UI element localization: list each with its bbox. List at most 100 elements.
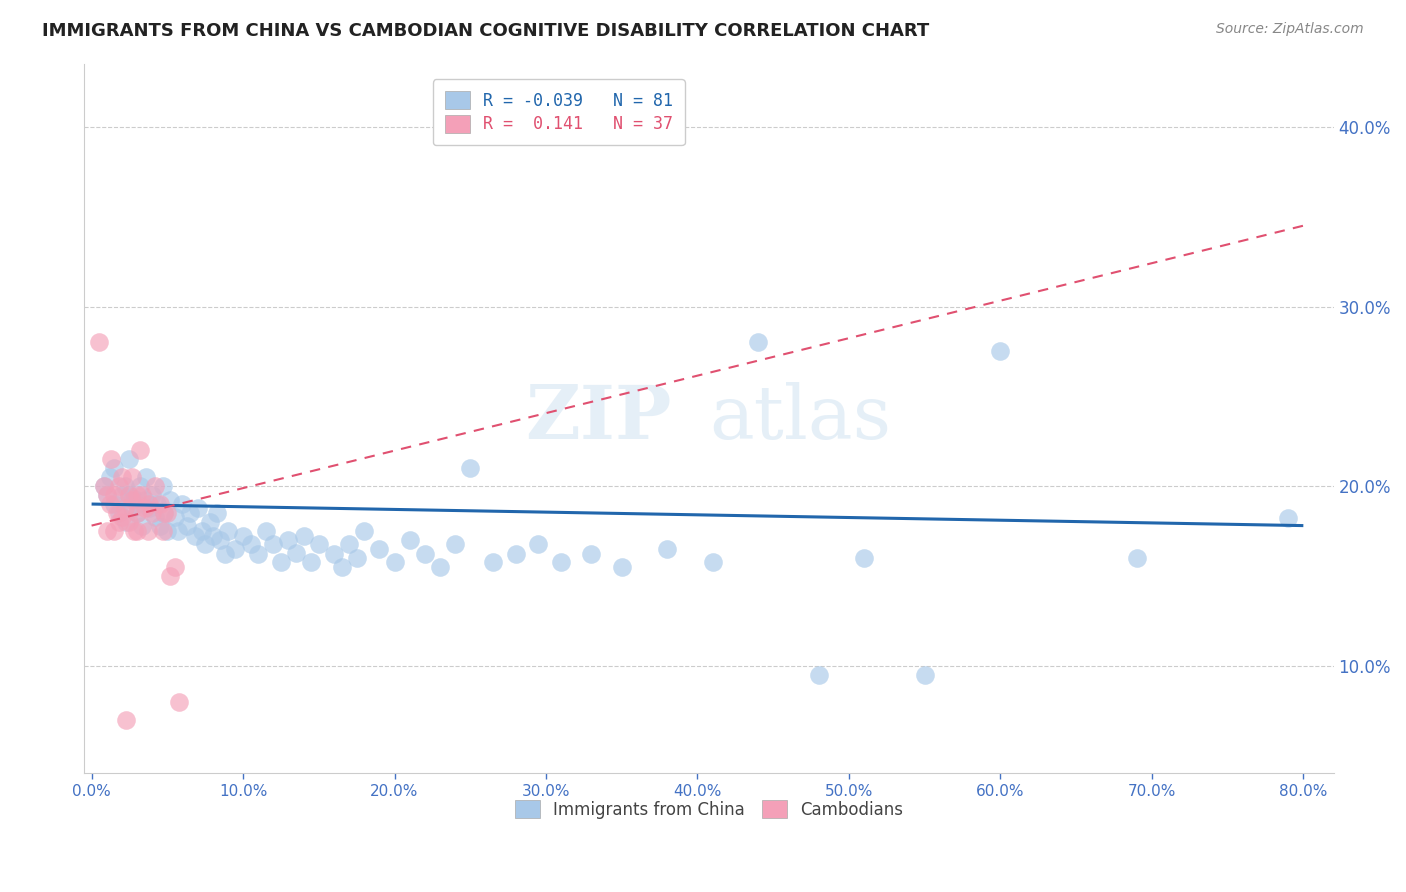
Point — [232, 529, 254, 543]
Point — [105, 506, 128, 520]
Point — [118, 452, 141, 467]
Point — [135, 470, 157, 484]
Point — [330, 560, 353, 574]
Point — [429, 560, 451, 574]
Text: Source: ZipAtlas.com: Source: ZipAtlas.com — [1216, 22, 1364, 37]
Point — [172, 497, 194, 511]
Point — [247, 547, 270, 561]
Point — [807, 667, 830, 681]
Point — [114, 479, 136, 493]
Point — [141, 488, 163, 502]
Point — [353, 524, 375, 538]
Point — [93, 479, 115, 493]
Point — [121, 500, 143, 515]
Point — [444, 536, 467, 550]
Point — [108, 515, 131, 529]
Point — [159, 493, 181, 508]
Point — [262, 536, 284, 550]
Point — [207, 506, 229, 520]
Point — [458, 461, 481, 475]
Point — [398, 533, 420, 547]
Point — [914, 667, 936, 681]
Point — [191, 524, 214, 538]
Point — [96, 524, 118, 538]
Point — [103, 524, 125, 538]
Point — [308, 536, 330, 550]
Point — [118, 488, 141, 502]
Point — [747, 335, 769, 350]
Point — [156, 524, 179, 538]
Point — [111, 488, 134, 502]
Point — [89, 335, 111, 350]
Point — [153, 506, 176, 520]
Point — [169, 695, 191, 709]
Point — [145, 497, 167, 511]
Point — [270, 555, 292, 569]
Point — [183, 529, 205, 543]
Point — [93, 479, 115, 493]
Point — [194, 536, 217, 550]
Point — [176, 518, 198, 533]
Point — [159, 569, 181, 583]
Point — [167, 524, 190, 538]
Point — [108, 506, 131, 520]
Point — [990, 344, 1012, 359]
Point — [149, 518, 172, 533]
Point — [323, 547, 346, 561]
Point — [143, 479, 166, 493]
Point — [129, 443, 152, 458]
Point — [134, 500, 156, 515]
Point — [125, 506, 148, 520]
Point — [657, 541, 679, 556]
Point — [505, 547, 527, 561]
Point — [96, 488, 118, 502]
Point — [100, 452, 122, 467]
Point — [163, 560, 186, 574]
Point — [141, 506, 163, 520]
Point — [702, 555, 724, 569]
Point — [111, 470, 134, 484]
Point — [138, 497, 160, 511]
Point — [285, 545, 308, 559]
Point — [114, 500, 136, 515]
Point — [239, 536, 262, 550]
Point — [115, 515, 138, 529]
Point — [254, 524, 277, 538]
Point — [152, 479, 174, 493]
Point — [108, 479, 131, 493]
Text: atlas: atlas — [709, 383, 891, 455]
Point — [156, 506, 179, 520]
Text: ZIP: ZIP — [524, 383, 671, 455]
Point — [125, 506, 148, 520]
Point — [152, 524, 174, 538]
Point — [131, 488, 153, 502]
Point — [201, 529, 224, 543]
Point — [136, 524, 159, 538]
Point — [125, 524, 148, 538]
Point — [550, 555, 572, 569]
Point — [149, 497, 172, 511]
Point — [346, 550, 368, 565]
Point — [413, 547, 436, 561]
Point — [198, 515, 221, 529]
Point — [103, 488, 125, 502]
Point — [98, 470, 121, 484]
Point — [337, 536, 360, 550]
Point — [214, 547, 236, 561]
Point — [98, 497, 121, 511]
Text: IMMIGRANTS FROM CHINA VS CAMBODIAN COGNITIVE DISABILITY CORRELATION CHART: IMMIGRANTS FROM CHINA VS CAMBODIAN COGNI… — [42, 22, 929, 40]
Point — [224, 541, 246, 556]
Point — [138, 500, 160, 515]
Point — [179, 506, 201, 520]
Point — [134, 493, 156, 508]
Point — [482, 555, 505, 569]
Point — [527, 536, 550, 550]
Point — [125, 488, 148, 502]
Point — [1277, 511, 1299, 525]
Point — [121, 493, 143, 508]
Point — [217, 524, 239, 538]
Point — [853, 550, 876, 565]
Point — [292, 529, 315, 543]
Point — [129, 479, 152, 493]
Point — [111, 509, 134, 524]
